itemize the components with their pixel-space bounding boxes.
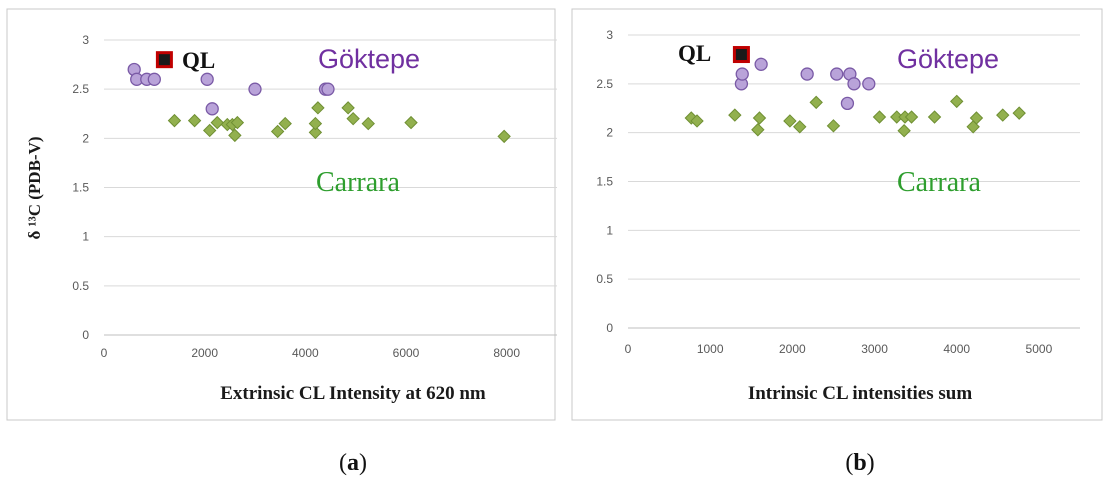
panel-b-goektepe-label: Göktepe bbox=[897, 44, 999, 74]
carrara-point bbox=[969, 111, 984, 125]
carrara-point bbox=[404, 115, 418, 130]
panel-b-ql-label: QL bbox=[678, 41, 711, 66]
carrara-point bbox=[270, 124, 285, 139]
carrara-point bbox=[996, 108, 1010, 122]
panel-a-y-tick-label: 1 bbox=[82, 230, 89, 244]
caption-a-letter: a bbox=[347, 450, 359, 476]
carrara-point bbox=[904, 110, 919, 124]
carrara-point bbox=[826, 119, 841, 133]
panel-a-x-tick-label: 2000 bbox=[191, 346, 218, 360]
carrara-point bbox=[187, 113, 202, 128]
panel-b-points bbox=[684, 46, 1026, 138]
panel-b-x-tick-label: 2000 bbox=[779, 342, 806, 356]
panel-b-y-ticks: 0 0.5 1 1.5 2 2.5 3 bbox=[596, 28, 613, 335]
goektepe-point bbox=[321, 82, 335, 96]
panel-b-y-tick-label: 0.5 bbox=[596, 272, 613, 286]
ql-point bbox=[155, 51, 173, 69]
panel-b-x-tick-label: 1000 bbox=[697, 342, 724, 356]
caption-b: (b) bbox=[845, 450, 874, 476]
panel-b-x-tick-label: 5000 bbox=[1026, 342, 1053, 356]
panel-b-y-tick-label: 0 bbox=[606, 321, 613, 335]
carrara-point bbox=[202, 123, 217, 138]
panel-a-y-tick-label: 0.5 bbox=[72, 279, 89, 293]
panel-a-carrara-label: Carrara bbox=[316, 167, 401, 198]
panel-b: 0 0.5 1 1.5 2 2.5 3 0 1000 2000 3000 4000 5000 Gökt… bbox=[571, 8, 1103, 421]
carrara-point bbox=[308, 116, 323, 131]
carrara-point bbox=[497, 129, 511, 144]
carrara-point bbox=[872, 110, 887, 124]
panel-b-x-tick-label: 4000 bbox=[943, 342, 970, 356]
carrara-point bbox=[278, 116, 292, 131]
goektepe-point bbox=[800, 67, 814, 81]
carrara-point bbox=[950, 94, 964, 109]
goektepe-point bbox=[754, 57, 768, 71]
carrara-point bbox=[752, 111, 767, 125]
panel-a-goektepe-label: Göktepe bbox=[318, 44, 420, 74]
panel-a-y-tick-label: 0 bbox=[82, 328, 89, 342]
carrara-point bbox=[1012, 106, 1026, 120]
carrara-point bbox=[210, 115, 224, 130]
carrara-point bbox=[751, 123, 765, 137]
carrara-point bbox=[927, 110, 942, 124]
panel-a-y-ticks: 0 0.5 1 1.5 2 2.5 3 bbox=[72, 33, 89, 342]
panel-b-x-ticks: 0 1000 2000 3000 4000 5000 bbox=[625, 342, 1053, 356]
caption-b-letter: b bbox=[853, 450, 866, 476]
carrara-point bbox=[793, 120, 807, 134]
carrara-point bbox=[361, 116, 375, 131]
panel-a-x-axis-label: Extrinsic CL Intensity at 620 nm bbox=[220, 383, 486, 404]
carrara-point bbox=[783, 114, 797, 128]
panel-a-y-tick-label: 2 bbox=[82, 131, 89, 145]
caption-a: (a) bbox=[339, 450, 367, 476]
panel-a-y-tick-label: 2.5 bbox=[72, 82, 89, 96]
goektepe-point bbox=[840, 96, 855, 111]
panel-b-y-tick-label: 1 bbox=[606, 223, 613, 237]
ql-point bbox=[732, 46, 750, 64]
panel-a-x-tick-label: 8000 bbox=[493, 346, 520, 360]
carrara-point bbox=[341, 101, 355, 115]
goektepe-point bbox=[248, 82, 262, 96]
carrara-point bbox=[308, 125, 323, 140]
panel-b-x-tick-label: 0 bbox=[625, 342, 632, 356]
carrara-point bbox=[230, 115, 245, 130]
carrara-point bbox=[311, 101, 325, 115]
panel-b-carrara-label: Carrara bbox=[897, 167, 982, 198]
panel-a-x-tick-label: 6000 bbox=[393, 346, 420, 360]
goektepe-point bbox=[847, 77, 861, 91]
panel-a-points bbox=[127, 51, 511, 144]
carrara-point bbox=[728, 108, 742, 122]
panel-a-y-axis-label: δ ¹³C (PDB-V) bbox=[25, 136, 44, 239]
panel-a-y-tick-label: 1.5 bbox=[72, 181, 89, 195]
carrara-point bbox=[346, 111, 360, 126]
panel-a-x-tick-label: 0 bbox=[101, 346, 108, 360]
panel-b-x-tick-label: 3000 bbox=[861, 342, 888, 356]
panel-a-border bbox=[6, 8, 556, 421]
carrara-point bbox=[690, 114, 704, 128]
goektepe-point bbox=[735, 67, 749, 81]
panel-a-ql-label: QL bbox=[182, 48, 215, 73]
panel-b-x-axis-label: Intrinsic CL intensities sum bbox=[748, 383, 973, 404]
goektepe-point bbox=[147, 72, 161, 86]
panel-a-y-tick-label: 3 bbox=[82, 33, 89, 47]
panel-b-y-tick-label: 2 bbox=[606, 126, 613, 140]
goektepe-point bbox=[200, 72, 214, 86]
panel-b-y-tick-label: 3 bbox=[606, 28, 613, 42]
panel-a: 00.511.522.53 0 2000 4000 6000 8000 Göktepe … bbox=[6, 8, 557, 421]
panel-a-x-ticks: 0 2000 4000 6000 8000 bbox=[101, 346, 521, 360]
panel-b-y-tick-label: 1.5 bbox=[596, 175, 613, 189]
carrara-point bbox=[897, 124, 911, 138]
goektepe-point bbox=[205, 102, 219, 116]
panel-b-y-tick-label: 2.5 bbox=[596, 77, 613, 91]
goektepe-point bbox=[862, 77, 876, 91]
panel-a-x-tick-label: 4000 bbox=[292, 346, 319, 360]
carrara-point bbox=[228, 128, 242, 143]
carrara-point bbox=[167, 113, 182, 128]
goektepe-point bbox=[830, 67, 844, 81]
carrara-point bbox=[809, 95, 823, 110]
